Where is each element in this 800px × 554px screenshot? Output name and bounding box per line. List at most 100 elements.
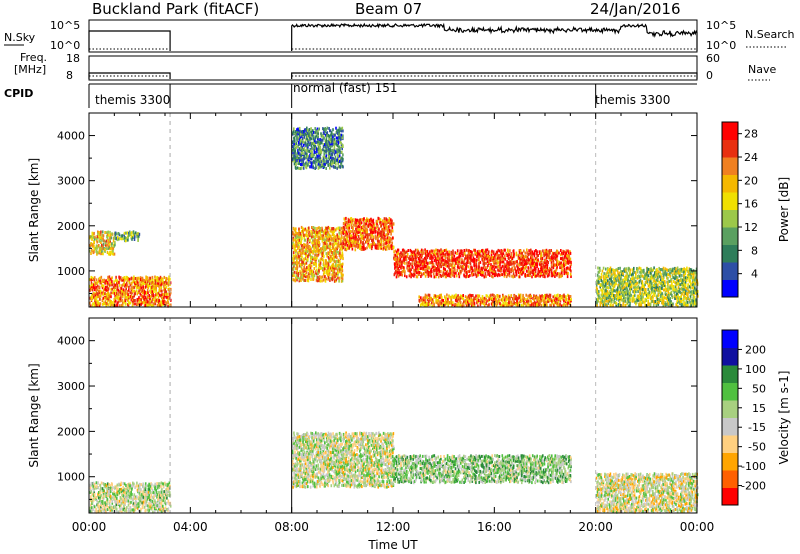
- power-cell: [292, 156, 295, 160]
- power-cell: [324, 145, 326, 149]
- power-cell: [318, 242, 321, 246]
- power-cell: [387, 219, 389, 223]
- power-cell: [436, 252, 438, 256]
- power-cell: [89, 296, 92, 300]
- power-cell: [122, 276, 124, 280]
- power-cell: [542, 249, 544, 253]
- power-cell: [148, 294, 151, 297]
- power-cell: [118, 280, 120, 284]
- power-cell: [614, 294, 617, 298]
- power-cell: [521, 272, 523, 276]
- power-cell: [509, 260, 511, 264]
- power-cell: [313, 130, 315, 134]
- power-cell: [489, 273, 491, 277]
- power-cell: [292, 263, 295, 267]
- power-cell: [395, 275, 398, 279]
- power-cell: [380, 245, 383, 249]
- power-cell: [473, 260, 476, 264]
- power-cell: [303, 233, 305, 237]
- power-cell: [106, 302, 109, 306]
- power-cell: [319, 257, 322, 261]
- power-cell: [318, 263, 320, 267]
- power-cell: [340, 160, 343, 164]
- power-cell: [636, 270, 639, 274]
- power-cell: [560, 275, 562, 279]
- power-cell: [131, 299, 134, 303]
- power-cell: [370, 247, 373, 251]
- power-cell: [484, 299, 486, 303]
- power-cell: [122, 295, 124, 299]
- power-cell: [548, 297, 550, 301]
- power-cell: [532, 268, 534, 272]
- power-cell: [363, 242, 365, 246]
- power-cell: [601, 269, 604, 273]
- power-cell: [635, 271, 637, 275]
- power-cell: [337, 135, 340, 139]
- power-cell: [385, 224, 387, 227]
- power-cell: [618, 300, 621, 304]
- power-cell: [545, 252, 547, 255]
- power-cell: [99, 281, 101, 285]
- power-cell: [430, 269, 432, 273]
- power-cell: [312, 147, 315, 151]
- power-cell: [339, 151, 341, 155]
- power-cell: [164, 287, 166, 291]
- power-cell: [508, 266, 510, 270]
- power-cell: [351, 247, 354, 251]
- power-cell: [388, 228, 391, 232]
- power-cell: [507, 302, 509, 305]
- power-cell: [431, 265, 434, 269]
- power-cell: [332, 227, 335, 230]
- power-cell: [390, 221, 393, 225]
- power-cell: [423, 265, 426, 269]
- power-cell: [556, 253, 559, 257]
- power-cell: [310, 259, 312, 263]
- power-cell: [404, 255, 407, 259]
- power-cell: [167, 287, 170, 291]
- power-cell: [361, 245, 364, 249]
- power-cell: [314, 261, 316, 264]
- power-cell: [468, 296, 471, 300]
- freq-strip-frame: [88, 55, 698, 81]
- power-cell: [320, 252, 323, 256]
- power-cell: [383, 246, 385, 250]
- power-cell: [318, 162, 320, 166]
- power-cell: [522, 293, 524, 297]
- power-cell: [536, 297, 538, 301]
- power-cell: [483, 268, 486, 272]
- power-cell: [517, 267, 520, 271]
- power-cell: [311, 165, 313, 169]
- power-cell: [499, 298, 501, 302]
- power-cell: [359, 244, 362, 248]
- power-cell: [429, 253, 431, 257]
- power-cell: [502, 301, 505, 305]
- power-cell: [638, 295, 641, 299]
- power-cell: [325, 277, 327, 281]
- power-cell: [342, 153, 344, 157]
- power-cell: [401, 273, 403, 277]
- power-cell: [103, 239, 105, 243]
- power-cell: [331, 267, 333, 271]
- power-cell: [341, 262, 344, 266]
- power-cell: [447, 297, 449, 301]
- power-cell: [300, 262, 302, 266]
- power-cell: [497, 272, 500, 276]
- power-cell: [317, 148, 319, 152]
- power-cell: [307, 266, 310, 269]
- power-cell: [124, 236, 126, 240]
- power-cell: [527, 273, 529, 277]
- power-cell: [619, 266, 621, 270]
- power-cell: [328, 140, 330, 144]
- power-cell: [479, 260, 482, 264]
- power-cell: [393, 250, 395, 254]
- power-cell: [620, 282, 622, 286]
- power-cell: [350, 236, 353, 240]
- power-cell: [114, 299, 117, 303]
- power-cell: [559, 272, 561, 276]
- power-cell: [306, 244, 308, 248]
- power-cell: [314, 151, 317, 154]
- power-cell: [92, 243, 94, 247]
- power-cell: [403, 268, 406, 272]
- power-cell: [377, 236, 379, 240]
